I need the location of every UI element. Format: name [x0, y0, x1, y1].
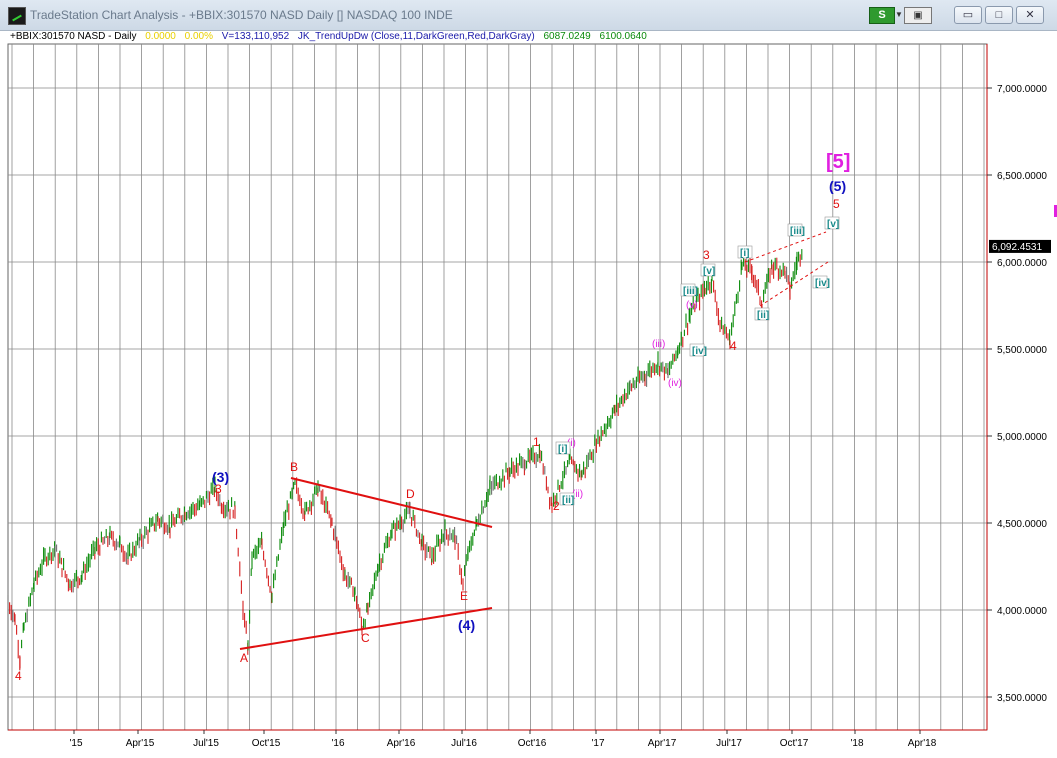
price-marker	[1054, 205, 1057, 217]
wave-label-red: E	[460, 589, 468, 603]
time-tick-label: '18	[850, 738, 863, 749]
price-tick-label: 4,500.0000	[997, 519, 1047, 530]
wave-label-teal: [i]	[558, 444, 567, 455]
trendline-upper	[290, 477, 493, 528]
time-tick-label: '16	[331, 738, 344, 749]
wave-label-teal: [ii]	[757, 310, 769, 321]
symbol-label: +BBIX:301570 NASD - Daily	[10, 31, 137, 42]
wave-label-teal: [i]	[740, 248, 749, 259]
wave-label-red: 3	[703, 248, 710, 262]
wave-label-red: A	[240, 651, 248, 665]
wave-label-red: 3	[215, 482, 222, 496]
wave-label-teal-box	[689, 343, 705, 357]
wave-label-magenta: (ii)	[572, 489, 583, 500]
pct-value: 0.00%	[184, 31, 213, 42]
wedge-upper	[744, 231, 827, 263]
time-tick-label: '17	[591, 738, 604, 749]
time-tick-label: '15	[69, 738, 82, 749]
maximize-button[interactable]: □	[985, 6, 1013, 24]
wave-label-teal-box	[680, 283, 696, 297]
plot-frame	[7, 43, 988, 731]
wave-label-teal: [v]	[827, 219, 839, 230]
chart-grid	[7, 43, 988, 731]
wave-label-magenta: (i)	[567, 438, 576, 449]
wave-label-teal-box	[559, 492, 575, 506]
trendline-lower	[239, 607, 493, 650]
wave-label-red: 5	[833, 197, 840, 211]
wave-label-teal: [ii]	[562, 495, 574, 506]
time-tick-label: Oct'16	[518, 738, 547, 749]
wave-label-red: 2	[553, 499, 560, 513]
time-tick-label: Oct'15	[252, 738, 281, 749]
wave-label-blue: (5)	[829, 178, 846, 194]
info-bar: +BBIX:301570 NASD - Daily 0.0000 0.00% V…	[10, 31, 653, 42]
price-tick-label: 5,000.0000	[997, 432, 1047, 443]
wave-label-red: D	[406, 487, 415, 501]
price-tick-label: 6,000.0000	[997, 258, 1047, 269]
wave-label-red: 1	[533, 435, 540, 449]
indicator-value-1: 6087.0249	[543, 31, 591, 42]
wave-label-teal-box	[787, 223, 803, 237]
price-bars	[7, 249, 803, 671]
price-tick-label: 3,500.0000	[997, 693, 1047, 704]
time-tick-label: Jul'17	[716, 738, 742, 749]
wave-label-teal-box	[812, 275, 828, 289]
wave-label-teal-box	[754, 307, 770, 321]
wave-label-teal-box	[700, 263, 716, 277]
time-axis: '15 Apr'15 Jul'15 Oct'15 '16 Apr'16 Jul'16 Oct'…	[8, 729, 987, 749]
wave-label-teal: [iv]	[692, 346, 707, 357]
price-axis: 7,000.0000 6,500.0000 6,000.0000 5,500.0000…	[986, 44, 1057, 730]
wave-label-teal-box	[555, 441, 571, 455]
change-value: 0.0000	[145, 31, 176, 42]
wave-label-teal: [iv]	[815, 278, 830, 289]
current-price-label: 6,092.4531	[992, 242, 1042, 253]
wave-label-magenta: [5]	[826, 151, 850, 173]
wave-label-red: B	[290, 460, 298, 474]
wave-label-teal-box	[824, 216, 840, 230]
time-tick-label: Jul'15	[193, 738, 219, 749]
wave-label-blue: (4)	[458, 617, 475, 633]
time-tick-label: Apr'17	[648, 738, 677, 749]
wave-label-blue: (3)	[212, 469, 229, 485]
wave-label-teal-box	[737, 245, 753, 259]
wedge-lower	[759, 261, 829, 307]
wave-label-red: 4	[15, 669, 22, 683]
window-title: TradeStation Chart Analysis - +BBIX:3015…	[30, 8, 453, 22]
wave-label-teal: [v]	[703, 266, 715, 277]
strategy-button[interactable]: S	[869, 7, 895, 24]
price-tick-label: 6,500.0000	[997, 171, 1047, 182]
indicator-label: JK_TrendUpDw (Close,11,DarkGreen,Red,Dar…	[297, 31, 535, 42]
wave-label-red: 4	[730, 339, 737, 353]
minimize-button[interactable]: ▭	[954, 6, 982, 24]
time-tick-label: Apr'15	[126, 738, 155, 749]
wave-label-magenta: (iv)	[668, 378, 682, 389]
price-tick-label: 7,000.0000	[997, 84, 1047, 95]
close-button[interactable]: ✕	[1016, 6, 1044, 24]
wave-label-teal: [iii]	[683, 286, 698, 297]
link-button[interactable]: ▣	[904, 7, 932, 24]
price-tick-label: 5,500.0000	[997, 345, 1047, 356]
wave-labels: 4 3 A B C D E 1 2 3 4 5 (3) (4) (5) [5] (i) (ii) (iii) (iv)…	[15, 151, 850, 683]
time-tick-label: Apr'18	[908, 738, 937, 749]
wave-label-teal: [iii]	[790, 226, 805, 237]
price-tick-label: 4,000.0000	[997, 606, 1047, 617]
time-tick-label: Oct'17	[780, 738, 809, 749]
time-tick-label: Apr'16	[387, 738, 416, 749]
app-icon	[8, 7, 26, 25]
time-tick-label: Jul'16	[451, 738, 477, 749]
indicator-value-2: 6100.0640	[599, 31, 647, 42]
chevron-down-icon[interactable]: ▼	[895, 10, 903, 19]
price-chart[interactable]: 4 3 A B C D E 1 2 3 4 5 (3) (4) (5) [5] (i) (ii) (iii) (iv)…	[0, 30, 1057, 758]
trend-lines	[239, 231, 829, 650]
wave-label-red: C	[361, 631, 370, 645]
wave-label-magenta: (v)	[686, 300, 698, 311]
volume-value: V=133,110,952	[221, 31, 290, 42]
title-bar: TradeStation Chart Analysis - +BBIX:3015…	[0, 0, 1057, 31]
wave-label-magenta: (iii)	[652, 339, 665, 350]
current-price-box	[989, 239, 1051, 253]
